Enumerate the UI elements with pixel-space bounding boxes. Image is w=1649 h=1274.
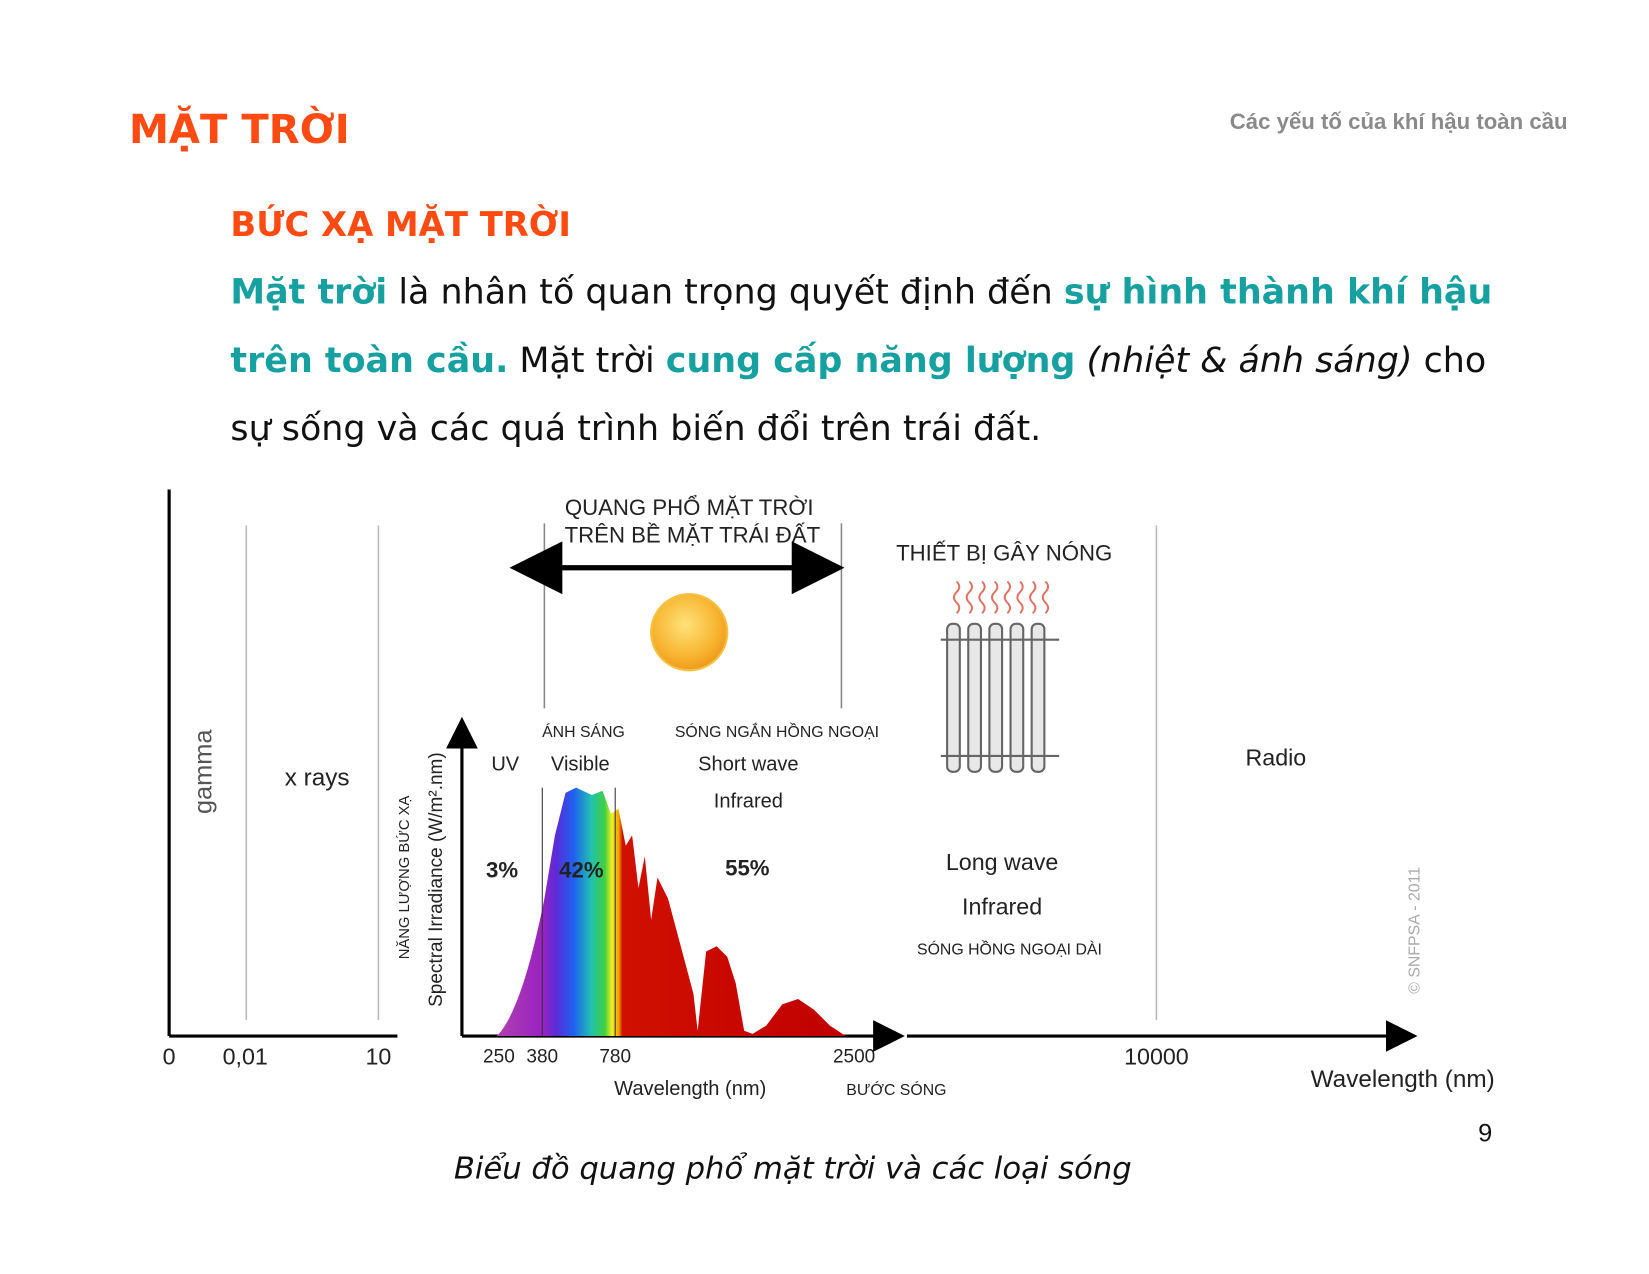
tick-label: 0: [163, 1044, 176, 1070]
slide-title: MẶT TRỜI: [129, 105, 350, 153]
band-label: Infrared: [962, 893, 1042, 919]
x-axis-label: Wavelength (nm): [614, 1078, 766, 1100]
share-label: 42%: [559, 857, 604, 882]
x-axis-label: Wavelength (nm): [1311, 1066, 1495, 1093]
tick-label: 0,01: [223, 1044, 268, 1070]
band-label: Long wave: [946, 849, 1058, 875]
paragraph-line: trên toàn cầu. Mặt trời cung cấp năng lư…: [230, 340, 1486, 381]
text-run: sự sống và các quá trình biến đổi trên t…: [230, 408, 1041, 449]
share-label: 3%: [486, 857, 518, 882]
band-label: x rays: [285, 765, 350, 792]
figure-caption: Biểu đồ quang phổ mặt trời và các loại s…: [454, 1151, 1132, 1187]
band-label: ÁNH SÁNG: [542, 722, 625, 741]
y-axis-label: Spectral Irradiance (W/m².nm): [426, 752, 447, 1007]
emphasis: Mặt trời: [230, 273, 387, 313]
page-number: 9: [1478, 1120, 1492, 1148]
heater-icon: [940, 580, 1060, 773]
italic-run: (nhiệt & ánh sáng): [1086, 341, 1412, 381]
tick-label: 10: [365, 1044, 391, 1070]
share-label: 55%: [725, 855, 770, 880]
spectrum-title: TRÊN BỀ MẶT TRÁI ĐẤT: [565, 522, 821, 547]
heater-label: THIẾT BỊ GÂY NÓNG: [896, 540, 1112, 565]
tick-label: 780: [599, 1046, 631, 1067]
tick-label: 250: [483, 1046, 515, 1067]
emphasis: trên toàn cầu.: [230, 340, 508, 381]
x-axis-label: BƯỚC SÓNG: [846, 1080, 946, 1099]
text-run: Mặt trời: [508, 341, 665, 381]
tick-label: 2500: [833, 1046, 875, 1067]
text-run: cho: [1413, 341, 1487, 381]
text-run: [1075, 341, 1086, 381]
tick-label: 10000: [1124, 1044, 1189, 1070]
band-label: Radio: [1245, 744, 1306, 770]
y-axis-label: NĂNG LƯỢNG BỨC XẠ: [396, 796, 413, 960]
spectrum-diagram: gamma x rays 0 0,01 10 QUANG PHỔ MẶT TRỜ…: [163, 489, 1495, 1100]
emphasis: sự hình thành khí hậu: [1064, 273, 1492, 313]
tick-label: 380: [526, 1046, 558, 1067]
band-label: Infrared: [714, 791, 783, 813]
paragraph-line: Mặt trời là nhân tố quan trọng quyết địn…: [230, 273, 1492, 313]
band-label: Visible: [551, 754, 610, 776]
emphasis: cung cấp năng lượng: [666, 341, 1076, 381]
sun-icon: [650, 593, 729, 672]
band-label: SÓNG NGẮN HỒNG NGOẠI: [675, 722, 879, 741]
band-label: UV: [491, 754, 519, 776]
band-label: SÓNG HỒNG NGOẠI DÀI: [917, 940, 1102, 959]
band-label: Short wave: [698, 754, 798, 776]
band-label: gamma: [189, 729, 217, 814]
slide-subtitle: Các yếu tố của khí hậu toàn cầu: [1230, 109, 1568, 134]
text-run: là nhân tố quan trọng quyết định đến: [387, 273, 1064, 313]
paragraph-line: sự sống và các quá trình biến đổi trên t…: [230, 408, 1041, 449]
spectrum-curve: [496, 787, 846, 1037]
section-heading: BỨC XẠ MẶT TRỜI: [230, 204, 571, 244]
copyright: © SNFPSA - 2011: [1407, 867, 1424, 994]
spectrum-title: QUANG PHỔ MẶT TRỜI: [565, 495, 814, 520]
